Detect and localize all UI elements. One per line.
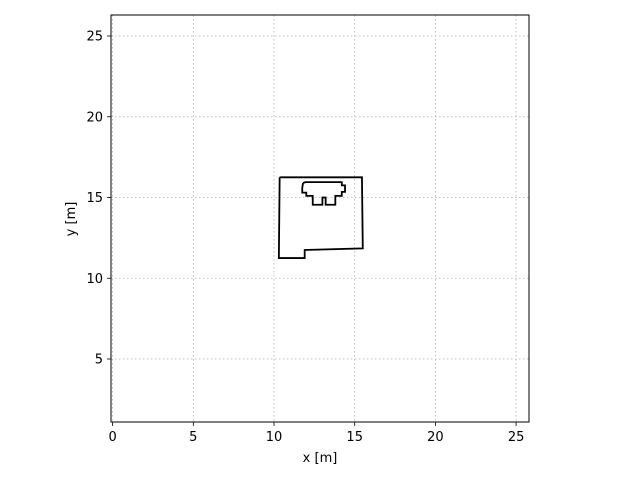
y-tick-label: 20: [86, 110, 103, 125]
plot-frame: [110, 14, 530, 423]
series-layer: [277, 176, 364, 259]
y-axis-label: y [m]: [64, 202, 79, 237]
x-tick-label: 5: [189, 430, 197, 445]
y-tick-label: 5: [95, 353, 103, 368]
x-tick-label: 0: [108, 430, 116, 445]
x-tick-label: 15: [346, 430, 363, 445]
x-tick-label: 10: [266, 430, 283, 445]
y-tick-label: 25: [86, 29, 103, 44]
x-axis-ticks: 0 5 10 15 20 25: [108, 422, 524, 445]
y-tick-label: 15: [86, 191, 103, 206]
x-tick-label: 25: [508, 430, 525, 445]
grid: [111, 15, 529, 422]
x-axis-label: x [m]: [303, 451, 338, 466]
x-tick-label: 20: [427, 430, 444, 445]
y-axis-ticks: 5 10 15 20 25: [86, 29, 111, 368]
outline-polygon-1: [277, 176, 364, 259]
y-tick-label: 10: [86, 272, 103, 287]
outline-polygon-2: [301, 181, 346, 206]
